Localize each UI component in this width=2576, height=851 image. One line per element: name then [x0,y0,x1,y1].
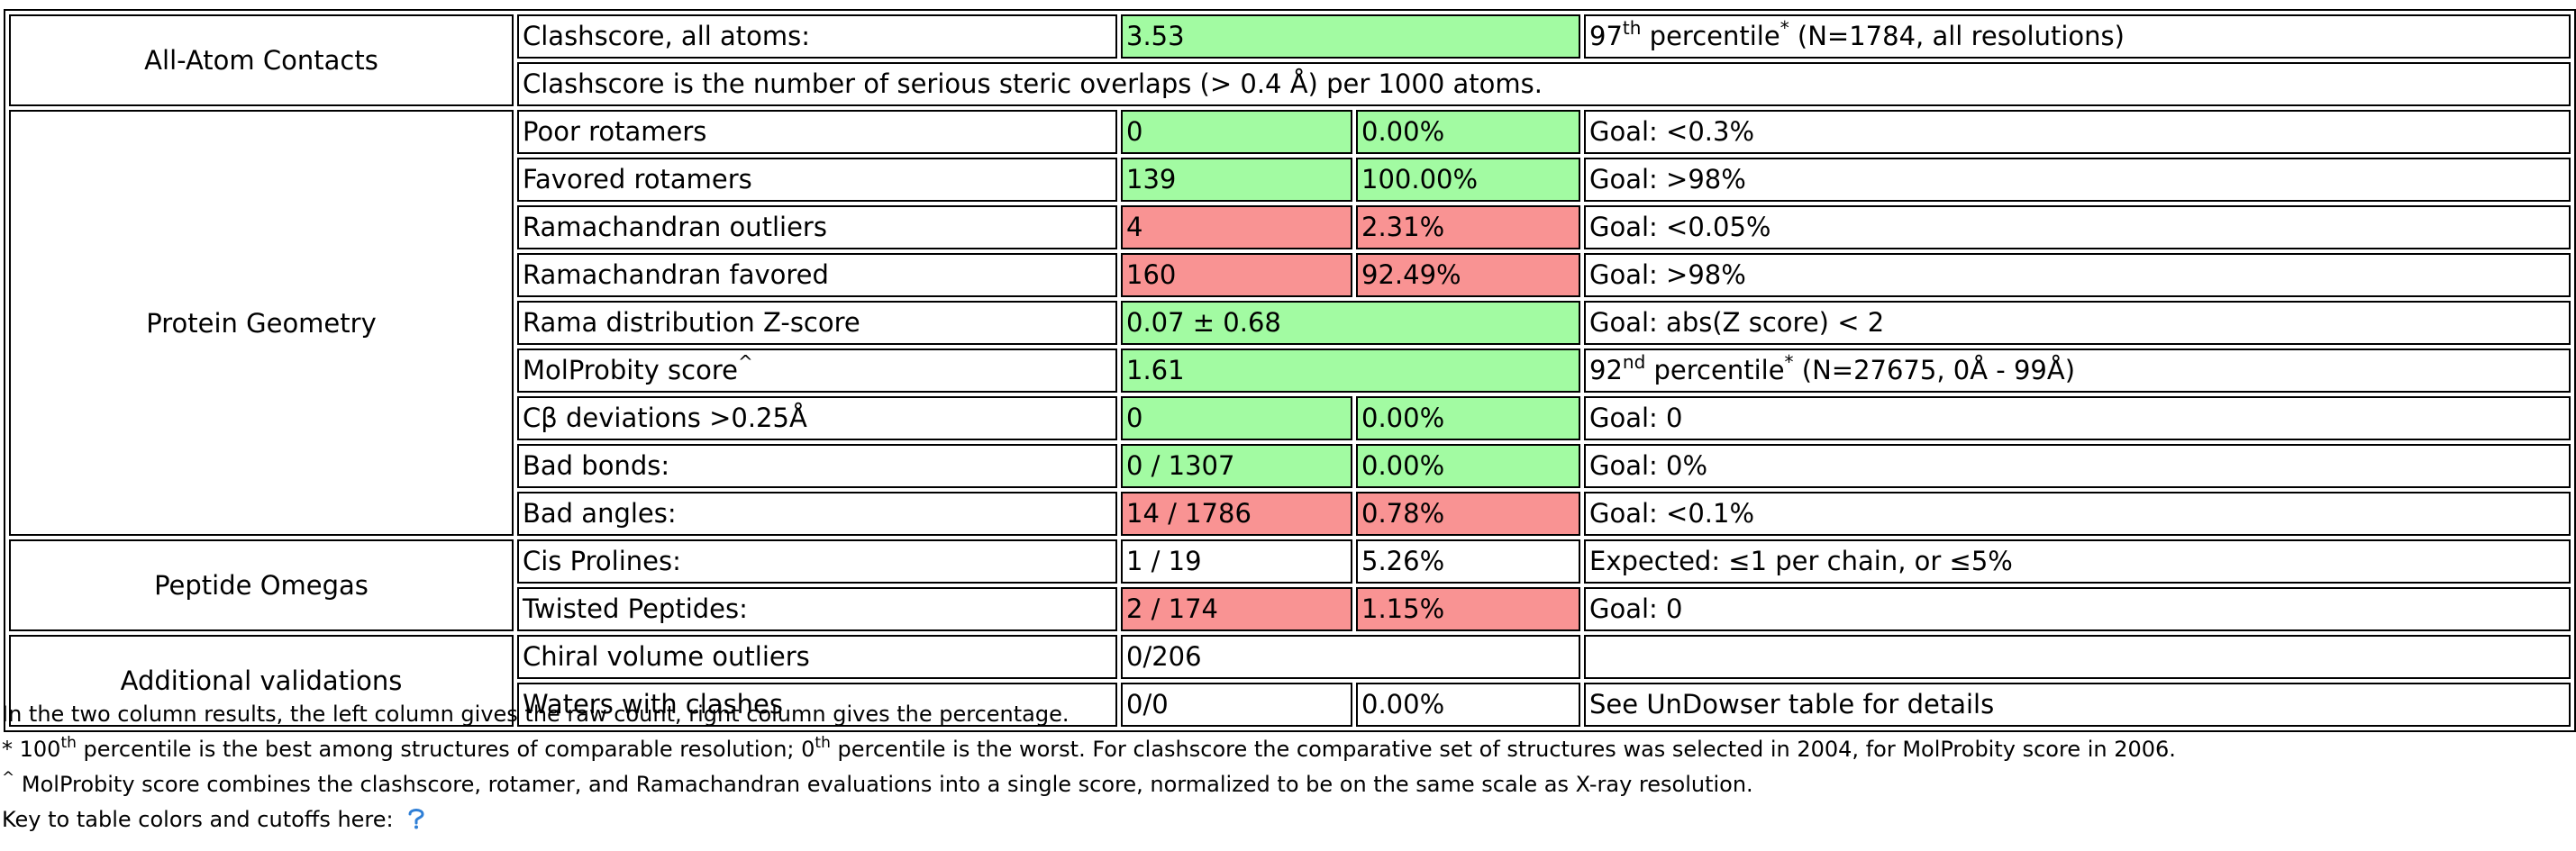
table-row: Bad angles: 14 / 1786 0.78% Goal: <0.1% [9,492,2571,536]
twisted-peptides-count: 2 / 174 [1121,587,1352,631]
cbeta-percent: 0.00% [1356,396,1581,440]
bad-angles-goal: Goal: <0.1% [1584,492,2571,536]
favored-rotamers-percent: 100.00% [1356,158,1581,202]
cbeta-goal: Goal: 0 [1584,396,2571,440]
molprobity-value: 1.61 [1121,349,1581,393]
poor-rotamers-goal: Goal: <0.3% [1584,110,2571,154]
footnote-two-column: In the two column results, the left colu… [2,702,1070,727]
chiral-outliers-goal [1584,635,2571,679]
bad-bonds-percent: 0.00% [1356,444,1581,488]
cis-prolines-percent: 5.26% [1356,539,1581,584]
category-all-atom-contacts: All-Atom Contacts [9,14,514,106]
table-row: Favored rotamers 139 100.00% Goal: >98% [9,158,2571,202]
poor-rotamers-percent: 0.00% [1356,110,1581,154]
table-row: Additional validations Chiral volume out… [9,635,2571,727]
rama-outliers-percent: 2.31% [1356,205,1581,249]
footnotes: In the two column results, the left colu… [2,697,2570,837]
waters-clashes-label: Waters with clashes [517,683,1117,727]
twisted-peptides-label: Twisted Peptides: [517,587,1117,631]
footnote-percentile: * 100th percentile is the best among str… [2,734,2176,763]
rama-z-value: 0.07 ± 0.68 [1121,301,1581,345]
cis-prolines-count: 1 / 19 [1121,539,1352,584]
footnote-molprobity: ^ MolProbity score combines the clashsco… [2,769,1753,798]
rama-outliers-label: Ramachandran outliers [517,205,1117,249]
bad-angles-percent: 0.78% [1356,492,1581,536]
bad-bonds-count: 0 / 1307 [1121,444,1352,488]
cis-prolines-label: Cis Prolines: [517,539,1117,584]
clashscore-label: Clashscore, all atoms: [517,14,1117,59]
clashscore-percentile: 97th percentile* (N=1784, all resolution… [1584,14,2571,59]
molprobity-percentile: 92nd percentile* (N=27675, 0Å - 99Å) [1584,349,2571,393]
poor-rotamers-label: Poor rotamers [517,110,1117,154]
table-row: Clashscore is the number of serious ster… [9,62,2571,106]
waters-clashes-percent: 0.00% [1356,683,1581,727]
bad-angles-label: Bad angles: [517,492,1117,536]
rama-outliers-count: 4 [1121,205,1352,249]
rama-z-label: Rama distribution Z-score [517,301,1117,345]
favored-rotamers-count: 139 [1121,158,1352,202]
bad-angles-count: 14 / 1786 [1121,492,1352,536]
bad-bonds-label: Bad bonds: [517,444,1117,488]
rama-favored-goal: Goal: >98% [1584,253,2571,297]
help-icon[interactable] [405,805,427,829]
table-row: MolProbity score^ 1.61 92nd percentile* … [9,349,2571,393]
chiral-outliers-value: 0/206 [1121,635,1581,679]
poor-rotamers-count: 0 [1121,110,1352,154]
table-row: Waters with clashes 0/0 0.00% See UnDows… [9,683,2571,727]
chiral-outliers-label: Chiral volume outliers [517,635,1117,679]
rama-favored-percent: 92.49% [1356,253,1581,297]
table-row: Protein Geometry Poor rotamers 0 0.00% G… [9,110,2571,536]
validation-summary-table: All-Atom Contacts Clashscore, all atoms:… [4,9,2576,732]
waters-clashes-goal: See UnDowser table for details [1584,683,2571,727]
table-row: All-Atom Contacts Clashscore, all atoms:… [9,14,2571,106]
favored-rotamers-label: Favored rotamers [517,158,1117,202]
rama-z-goal: Goal: abs(Z score) < 2 [1584,301,2571,345]
clashscore-value: 3.53 [1121,14,1581,59]
category-peptide-omegas: Peptide Omegas [9,539,514,631]
table-row: Ramachandran favored 160 92.49% Goal: >9… [9,253,2571,297]
twisted-peptides-goal: Goal: 0 [1584,587,2571,631]
category-additional-validations: Additional validations [9,635,514,727]
cis-prolines-goal: Expected: ≤1 per chain, or ≤5% [1584,539,2571,584]
category-protein-geometry: Protein Geometry [9,110,514,536]
twisted-peptides-percent: 1.15% [1356,587,1581,631]
bad-bonds-goal: Goal: 0% [1584,444,2571,488]
table-row: Peptide Omegas Cis Prolines: 1 / 19 5.26… [9,539,2571,631]
table-row: Ramachandran outliers 4 2.31% Goal: <0.0… [9,205,2571,249]
favored-rotamers-goal: Goal: >98% [1584,158,2571,202]
rama-outliers-goal: Goal: <0.05% [1584,205,2571,249]
waters-clashes-count: 0/0 [1121,683,1352,727]
clashscore-note: Clashscore is the number of serious ster… [517,62,2571,106]
cbeta-label: Cβ deviations >0.25Å [517,396,1117,440]
cbeta-count: 0 [1121,396,1352,440]
molprobity-label: MolProbity score^ [517,349,1117,393]
rama-favored-count: 160 [1121,253,1352,297]
table-row: Rama distribution Z-score 0.07 ± 0.68 Go… [9,301,2571,345]
rama-favored-label: Ramachandran favored [517,253,1117,297]
table-row: Twisted Peptides: 2 / 174 1.15% Goal: 0 [9,587,2571,631]
table-row: Bad bonds: 0 / 1307 0.00% Goal: 0% [9,444,2571,488]
table-row: Cβ deviations >0.25Å 0 0.00% Goal: 0 [9,396,2571,440]
footnote-color-key: Key to table colors and cutoffs here: [2,802,2570,837]
